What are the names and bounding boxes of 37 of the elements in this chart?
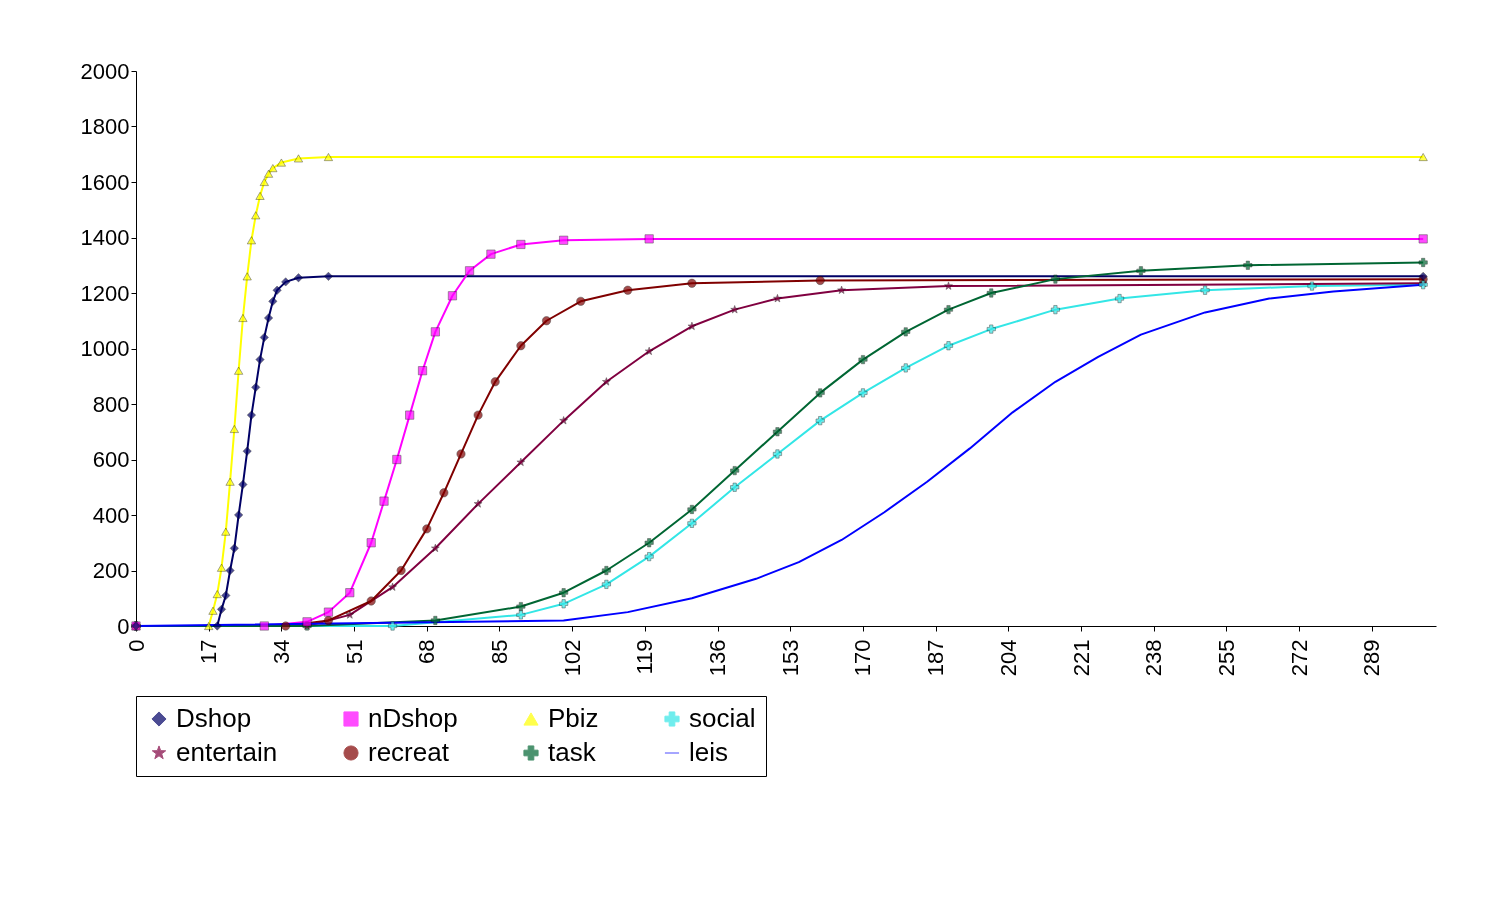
x-tick-label: 102	[559, 639, 585, 677]
legend-label: task	[548, 737, 597, 767]
legend-label: leis	[689, 737, 729, 767]
y-tick-label: 1800	[80, 114, 130, 139]
y-tick-label: 1200	[80, 280, 130, 306]
x-tick-label: 0	[123, 639, 149, 652]
x-tick-label: 170	[850, 639, 876, 677]
x-tick-label: 204	[995, 639, 1021, 677]
x-tick-label: 85	[486, 639, 512, 664]
y-tick-label: 200	[92, 558, 130, 583]
x-tick-label: 34	[268, 639, 294, 664]
legend-label: Pbiz	[548, 703, 599, 733]
y-tick-label: 1000	[80, 336, 130, 361]
x-tick-label: 221	[1068, 639, 1094, 677]
legend-label: nDshop	[368, 703, 458, 733]
legend-label: recreat	[368, 737, 450, 767]
y-tick-label: 1600	[80, 169, 130, 195]
x-tick-label: 272	[1286, 639, 1312, 677]
x-tick-label: 255	[1213, 639, 1239, 677]
y-tick-label: 400	[92, 502, 130, 528]
x-tick-label: 17	[196, 639, 222, 664]
x-tick-label: 238	[1141, 639, 1167, 677]
y-tick-label: 800	[92, 391, 130, 417]
x-tick-label: 51	[341, 639, 367, 664]
x-tick-label: 289	[1359, 639, 1385, 677]
x-tick-label: 136	[705, 639, 731, 677]
x-tick-label: 187	[923, 639, 949, 677]
legend-label: Dshop	[176, 703, 252, 733]
y-tick-label: 2000	[80, 58, 130, 84]
y-tick-label: 1400	[80, 225, 130, 250]
legend-label: social	[689, 703, 756, 733]
y-tick-label: 0	[117, 613, 130, 639]
y-tick-label: 600	[92, 447, 130, 472]
x-tick-label: 153	[777, 639, 803, 677]
legend-label: entertain	[176, 737, 278, 767]
x-tick-label: 119	[632, 639, 658, 675]
x-tick-label: 68	[414, 639, 440, 664]
